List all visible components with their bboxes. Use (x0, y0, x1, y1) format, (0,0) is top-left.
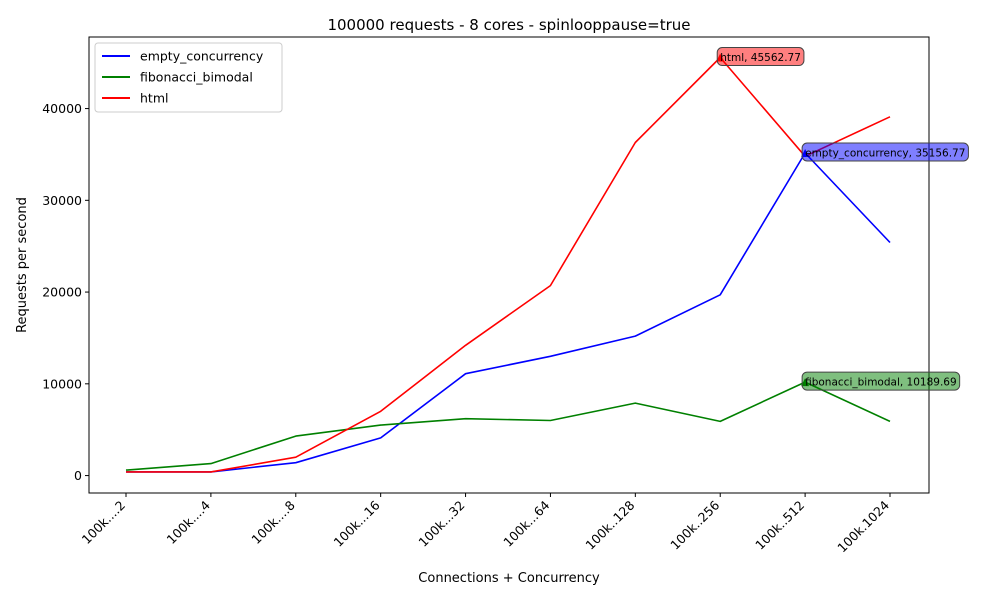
x-tick-label: 100k....2 (79, 498, 128, 547)
x-axis: 100k....2 100k....4 100k....8 100k...16 100k… (79, 493, 892, 555)
x-tick-label: 100k..128 (582, 497, 637, 552)
legend-item: empty_concurrency (102, 49, 264, 64)
legend-label: empty_concurrency (140, 49, 264, 64)
y-tick-label: 30000 (42, 193, 82, 208)
y-axis: 0 10000 20000 30000 40000 (42, 101, 89, 483)
series-line-empty_concurrency (126, 152, 891, 473)
y-tick-label: 0 (74, 468, 82, 483)
series-line-fibonacci_bimodal (125, 381, 891, 471)
legend-frame (94, 42, 283, 113)
y-tick-label: 40000 (42, 101, 82, 116)
x-tick-label: 100k...32 (415, 498, 467, 550)
y-axis-label: Requests per second (15, 197, 30, 333)
legend-label: html (140, 91, 168, 106)
x-axis-label: Connections + Concurrency (418, 571, 600, 586)
annotation-text: empty_concurrency, 35156.77 (805, 148, 965, 160)
legend-item: fibonacci_bimodal (102, 70, 253, 85)
annotation-text: fibonacci_bimodal, 10189.69 (805, 377, 957, 389)
annotation-label: empty_concurrency, 35156.77 (801, 142, 969, 162)
series-line-html (126, 56, 891, 473)
annotation-label: fibonacci_bimodal, 10189.69 (801, 371, 961, 391)
chart-title: 100000 requests - 8 cores - spinlooppaus… (327, 16, 690, 34)
x-tick-label: 100k.1024 (834, 497, 892, 555)
annotation-label: html, 45562.77 (716, 47, 805, 67)
annotations: html, 45562.77 empty_concurrency, 35156.7… (716, 47, 969, 391)
annotation-box (716, 47, 805, 67)
series-lines (125, 56, 891, 473)
annotation-box (801, 371, 961, 391)
annotation-text: html, 45562.77 (720, 52, 801, 64)
x-tick-label: 100k...64 (500, 497, 552, 549)
y-tick-label: 10000 (42, 376, 82, 391)
annotation-box (801, 142, 969, 162)
x-tick-label: 100k..256 (667, 497, 722, 552)
plot-area (88, 36, 930, 494)
legend-label: fibonacci_bimodal (140, 70, 253, 85)
x-tick-label: 100k....8 (248, 497, 297, 546)
y-tick-label: 20000 (42, 285, 82, 300)
x-tick-label: 100k....4 (164, 497, 213, 546)
legend-item: html (102, 91, 168, 106)
x-tick-label: 100k...16 (331, 497, 383, 549)
x-tick-label: 100k..512 (752, 498, 807, 553)
